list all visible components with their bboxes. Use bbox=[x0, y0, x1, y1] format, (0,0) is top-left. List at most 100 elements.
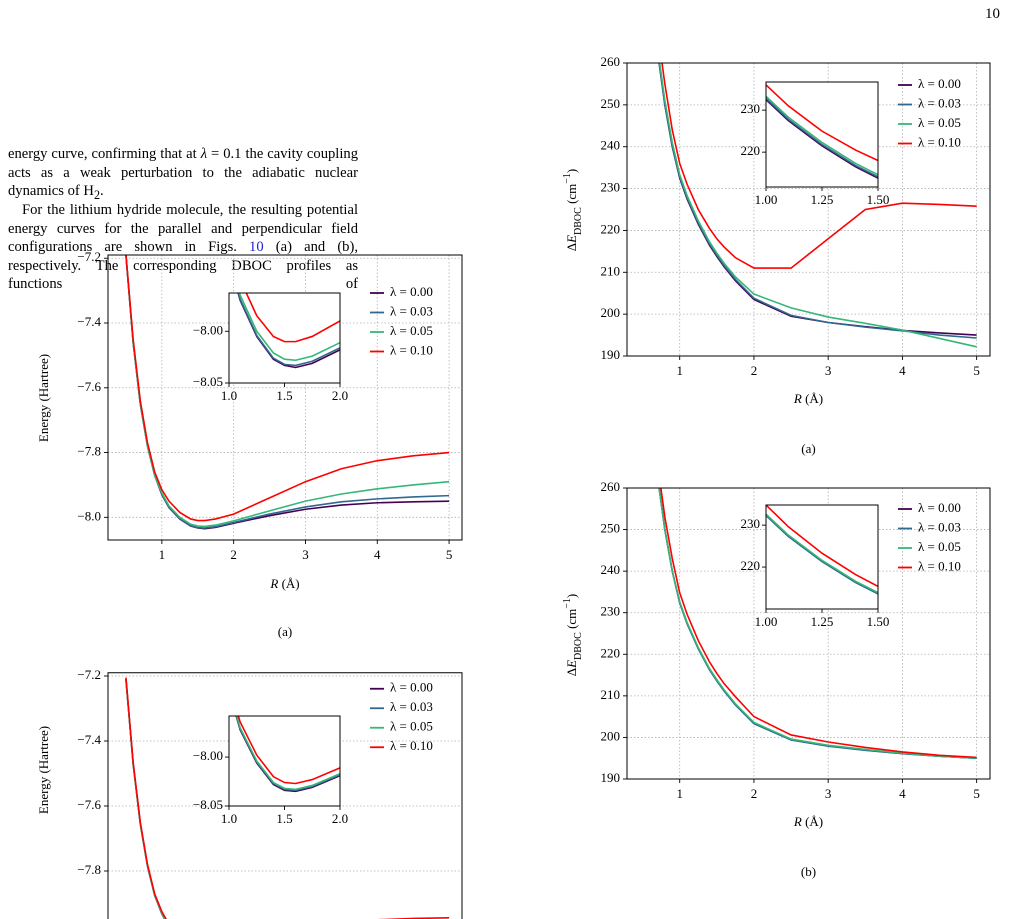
inset-line-series bbox=[237, 293, 340, 369]
text: (a) and (b), respectively. The correspon… bbox=[8, 239, 358, 293]
line-series bbox=[125, 677, 450, 919]
inset-line-series bbox=[245, 293, 340, 343]
x-tick-label: 2 bbox=[230, 547, 237, 562]
label-part: −1 bbox=[562, 173, 573, 184]
x-tick-label: 3 bbox=[825, 363, 832, 378]
x-tick-label: 1 bbox=[676, 786, 683, 801]
label-part: Δ bbox=[564, 243, 579, 251]
inset-line-series bbox=[237, 716, 340, 785]
y-axis-label: Energy (Hartree) bbox=[36, 726, 51, 814]
caption: (a) bbox=[801, 441, 815, 456]
label-part: −1 bbox=[562, 598, 573, 609]
y-tick-label: 260 bbox=[601, 479, 621, 494]
inset-line-series bbox=[237, 293, 340, 367]
inset-line-series bbox=[235, 716, 340, 792]
y-tick-label: −7.4 bbox=[77, 314, 101, 329]
x-tick-label: 4 bbox=[374, 547, 381, 562]
x-tick-label: 5 bbox=[973, 363, 980, 378]
inset-y-tick-label: 230 bbox=[741, 101, 761, 116]
legend-label: λ = 0.03 bbox=[918, 95, 961, 110]
x-tick-label: 3 bbox=[302, 547, 309, 562]
legend-label: λ = 0.03 bbox=[390, 303, 433, 318]
inset-y-tick-label: −8.00 bbox=[193, 322, 223, 337]
legend-label: λ = 0.10 bbox=[918, 558, 961, 573]
label-part: E bbox=[564, 235, 579, 244]
label-part: (Å) bbox=[802, 814, 823, 829]
y-tick-label: −7.6 bbox=[77, 797, 101, 812]
label-part: (cm bbox=[564, 184, 579, 207]
x-tick-label: 4 bbox=[899, 363, 906, 378]
label-part: (cm bbox=[564, 609, 579, 632]
x-tick-label: 1 bbox=[159, 547, 166, 562]
inset-x-tick-label: 1.5 bbox=[276, 388, 292, 403]
axes-frame bbox=[107, 254, 463, 541]
line-series bbox=[125, 255, 450, 522]
y-tick-label: 240 bbox=[601, 138, 621, 153]
x-tick-label: 1 bbox=[676, 363, 683, 378]
y-tick-label: 250 bbox=[601, 96, 621, 111]
inset-y-tick-label: 230 bbox=[741, 516, 761, 531]
inset-frame bbox=[228, 292, 341, 384]
x-tick-label: 2 bbox=[751, 786, 758, 801]
figure-link[interactable]: 10 bbox=[249, 239, 264, 256]
y-tick-label: −8.0 bbox=[77, 508, 101, 523]
inset-x-tick-label: 1.50 bbox=[867, 192, 890, 207]
inset-y-tick-label: −8.05 bbox=[193, 374, 223, 389]
x-axis-label: R (Å) bbox=[793, 814, 823, 829]
axes-frame bbox=[107, 672, 463, 919]
y-tick-label: −7.8 bbox=[77, 862, 101, 877]
inset-x-tick-label: 2.0 bbox=[332, 388, 348, 403]
text: For the lithium hydride molecule, the re… bbox=[8, 202, 358, 256]
label-part: (Å) bbox=[278, 576, 299, 591]
x-tick-label: 4 bbox=[899, 786, 906, 801]
line-series bbox=[661, 63, 977, 269]
y-tick-label: 210 bbox=[601, 687, 621, 702]
x-tick-label: 5 bbox=[446, 547, 453, 562]
page-number: 10 bbox=[985, 6, 1000, 22]
inset-x-tick-label: 1.0 bbox=[221, 388, 237, 403]
inset-y-tick-label: 220 bbox=[741, 558, 761, 573]
legend-label: λ = 0.03 bbox=[918, 519, 961, 534]
y-tick-label: −7.8 bbox=[77, 444, 101, 459]
y-tick-label: 230 bbox=[601, 180, 621, 195]
x-tick-label: 5 bbox=[973, 786, 980, 801]
y-tick-label: −7.4 bbox=[77, 732, 101, 747]
legend-label: λ = 0.00 bbox=[390, 284, 433, 299]
inset-x-tick-label: 1.25 bbox=[811, 192, 834, 207]
y-tick-label: 220 bbox=[601, 645, 621, 660]
x-tick-label: 2 bbox=[751, 363, 758, 378]
inset-y-tick-label: −8.05 bbox=[193, 797, 223, 812]
label-part: Δ bbox=[564, 668, 579, 676]
y-tick-label: 220 bbox=[601, 221, 621, 236]
y-tick-label: 190 bbox=[601, 770, 621, 785]
paragraph: energy curve, confirming that at λ = 0.1… bbox=[8, 145, 358, 205]
x-axis-label: R (Å) bbox=[269, 576, 299, 591]
y-axis-label: ΔEDBOC (cm−1) bbox=[562, 169, 584, 252]
inset-line-series bbox=[238, 293, 340, 362]
legend-label: λ = 0.05 bbox=[390, 719, 433, 734]
inset-y-tick-label: 220 bbox=[741, 143, 761, 158]
caption: (b) bbox=[801, 864, 816, 879]
inset-x-tick-label: 1.50 bbox=[867, 614, 890, 629]
subscript: 2 bbox=[93, 188, 101, 203]
text: . bbox=[100, 183, 104, 200]
label-part: E bbox=[564, 660, 579, 669]
legend-label: λ = 0.10 bbox=[918, 134, 961, 149]
legend-label: λ = 0.03 bbox=[390, 699, 433, 714]
y-tick-label: 200 bbox=[601, 728, 621, 743]
paragraph: For the lithium hydride molecule, the re… bbox=[8, 201, 358, 294]
legend-label: λ = 0.00 bbox=[918, 500, 961, 515]
caption: (a) bbox=[278, 624, 292, 639]
inset-line-series bbox=[235, 716, 340, 793]
legend-label: λ = 0.00 bbox=[390, 680, 433, 695]
label-part: R bbox=[793, 814, 802, 829]
y-tick-label: 260 bbox=[601, 54, 621, 69]
inset-x-tick-label: 2.0 bbox=[332, 811, 348, 826]
y-tick-label: 250 bbox=[601, 521, 621, 536]
label-part: (Å) bbox=[802, 391, 823, 406]
line-series bbox=[658, 63, 977, 348]
y-axis-label: ΔEDBOC (cm−1) bbox=[562, 594, 584, 677]
y-tick-label: 200 bbox=[601, 305, 621, 320]
label-part: R bbox=[269, 576, 278, 591]
legend-label: λ = 0.00 bbox=[918, 76, 961, 91]
